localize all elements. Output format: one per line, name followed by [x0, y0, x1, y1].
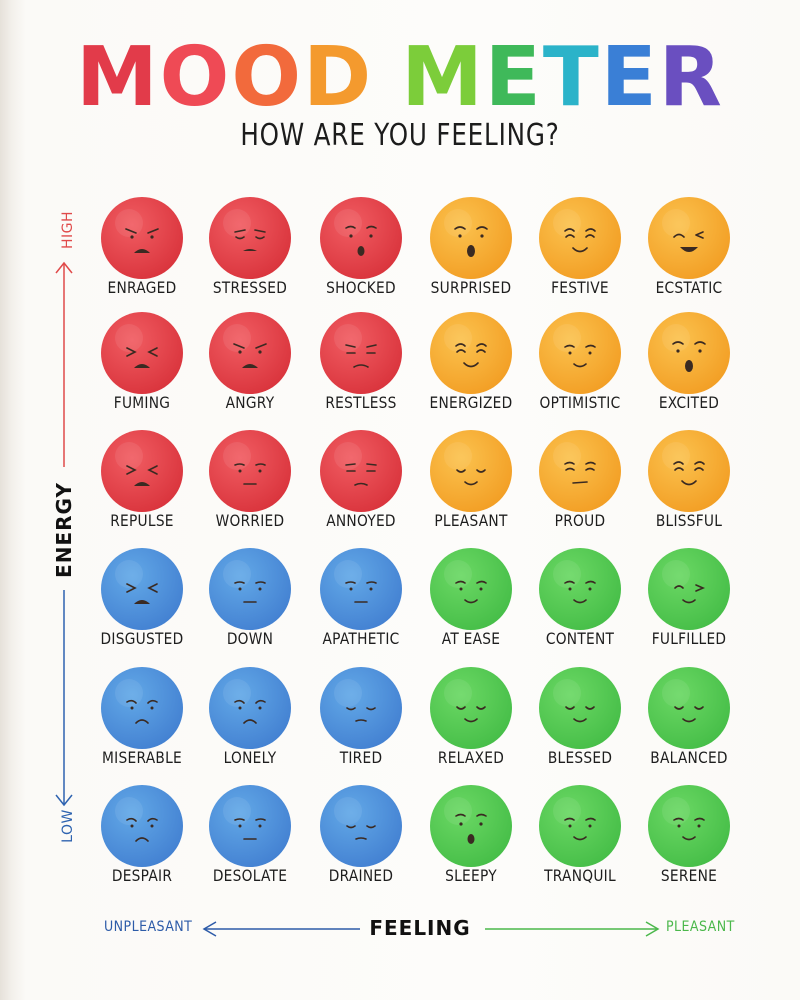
mood-label: DRAINED — [328, 866, 394, 885]
mood-label: FUMING — [113, 393, 171, 412]
mood-label: APATHETIC — [322, 629, 400, 648]
right-arrow-icon — [645, 921, 660, 937]
mood-face-tired — [318, 665, 404, 751]
title-letter: R — [658, 30, 724, 125]
poster-title: MOOD METER — [0, 30, 800, 126]
mood-label: ENRAGED — [107, 278, 177, 297]
mood-face-worried — [207, 428, 293, 514]
title-letter: M — [401, 30, 485, 125]
mood-face-surprised — [428, 195, 514, 281]
title-letter: E — [484, 30, 543, 125]
mood-face-optimistic — [537, 310, 623, 396]
mood-face-shocked — [318, 195, 404, 281]
mood-face-enraged — [99, 195, 185, 281]
mood-face-apathetic — [318, 546, 404, 632]
mood-face-tranquil — [537, 783, 623, 869]
title-letter: T — [542, 30, 601, 125]
mood-label: ANGRY — [225, 393, 275, 412]
mood-face-pleasant — [428, 428, 514, 514]
mood-label: REPULSE — [110, 511, 174, 530]
mood-label: LONELY — [223, 748, 277, 767]
mood-label: ANNOYED — [326, 511, 396, 530]
mood-face-sleepy — [428, 783, 514, 869]
mood-label: DISGUSTED — [100, 629, 184, 648]
energy-axis — [55, 261, 73, 807]
mood-face-blessed — [537, 665, 623, 751]
mood-label: PROUD — [554, 511, 606, 530]
mood-label: SERENE — [660, 866, 718, 885]
mood-face-stressed — [207, 195, 293, 281]
mood-face-serene — [646, 783, 732, 869]
mood-face-energized — [428, 310, 514, 396]
mood-label: ENERGIZED — [429, 393, 513, 412]
mood-label: TRANQUIL — [544, 866, 616, 885]
mood-face-festive — [537, 195, 623, 281]
mood-face-lonely — [207, 665, 293, 751]
mood-face-down — [207, 546, 293, 632]
axis-high-label: HIGH — [60, 210, 76, 250]
mood-face-despair — [99, 783, 185, 869]
mood-label: TIRED — [339, 748, 383, 767]
mood-label: OPTIMISTIC — [539, 393, 621, 412]
mood-face-ecstatic — [646, 195, 732, 281]
axis-energy-label: ENERGY — [52, 482, 76, 578]
up-arrow-icon — [55, 261, 73, 274]
mood-label: RELAXED — [437, 748, 505, 767]
mood-label: MISERABLE — [102, 748, 182, 767]
mood-face-drained — [318, 783, 404, 869]
axis-feeling-label: FEELING — [369, 916, 471, 940]
left-arrow-icon — [202, 921, 217, 937]
title-letter: O — [159, 30, 232, 125]
feeling-axis — [202, 921, 660, 937]
mood-label: RESTLESS — [325, 393, 397, 412]
mood-face-content — [537, 546, 623, 632]
mood-face-miserable — [99, 665, 185, 751]
mood-face-repulse — [99, 428, 185, 514]
mood-label: SHOCKED — [326, 278, 396, 297]
mood-label: STRESSED — [212, 278, 288, 297]
mood-face-balanced — [646, 665, 732, 751]
mood-label: ECSTATIC — [655, 278, 723, 297]
mood-face-desolate — [207, 783, 293, 869]
mood-face-excited — [646, 310, 732, 396]
mood-face-relaxed — [428, 665, 514, 751]
mood-label: BALANCED — [650, 748, 728, 767]
mood-face-fuming — [99, 310, 185, 396]
mood-label: EXCITED — [658, 393, 720, 412]
axis-unpleasant-label: UNPLEASANT — [104, 919, 193, 935]
down-arrow-icon — [55, 794, 73, 807]
mood-label: CONTENT — [545, 629, 615, 648]
title-letter: O — [231, 30, 304, 125]
mood-face-blissful — [646, 428, 732, 514]
mood-label: BLISSFUL — [655, 511, 723, 530]
mood-face-disgusted — [99, 546, 185, 632]
mood-face-at-ease — [428, 546, 514, 632]
mood-label: AT EASE — [441, 629, 501, 648]
mood-label: DESOLATE — [212, 866, 288, 885]
title-letter: E — [600, 30, 659, 125]
mood-face-fulfilled — [646, 546, 732, 632]
title-letter: D — [303, 30, 374, 125]
axis-low-label: LOW — [60, 809, 76, 843]
axis-pleasant-label: PLEASANT — [666, 919, 735, 935]
mood-face-angry — [207, 310, 293, 396]
mood-label: FULFILLED — [651, 629, 727, 648]
mood-face-annoyed — [318, 428, 404, 514]
mood-label: PLEASANT — [434, 511, 508, 530]
mood-label: SLEEPY — [445, 866, 497, 885]
mood-label: DOWN — [226, 629, 274, 648]
title-letter: M — [76, 30, 160, 125]
mood-label: BLESSED — [547, 748, 613, 767]
mood-label: DESPAIR — [111, 866, 173, 885]
mood-face-proud — [537, 428, 623, 514]
mood-face-restless — [318, 310, 404, 396]
mood-label: SURPRISED — [430, 278, 512, 297]
mood-label: FESTIVE — [551, 278, 609, 297]
mood-label: WORRIED — [215, 511, 285, 530]
poster-subtitle: HOW ARE YOU FEELING? — [240, 118, 560, 153]
